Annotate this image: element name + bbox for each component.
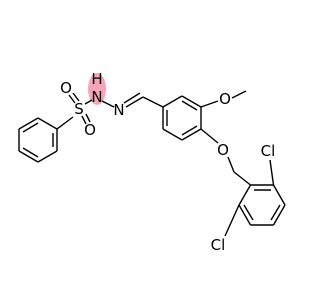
highlight xyxy=(88,73,106,105)
atom-labels: O S O H N N O O Cl Cl xyxy=(60,70,275,254)
molecule-diagram: O S O H N N O O Cl Cl xyxy=(0,0,300,300)
atom-label: N xyxy=(91,88,102,106)
atom-label: O xyxy=(219,90,231,108)
atom-label: Cl xyxy=(261,142,276,160)
bonds xyxy=(18,90,286,237)
atom-label: O xyxy=(217,141,229,159)
atom-label: O xyxy=(60,79,72,97)
background xyxy=(0,0,300,300)
atom-label: Cl xyxy=(211,236,226,254)
atom-label: H xyxy=(91,70,102,88)
atom-label: S xyxy=(74,100,84,118)
atom-label: N xyxy=(113,101,124,119)
atom-label: O xyxy=(84,121,96,139)
